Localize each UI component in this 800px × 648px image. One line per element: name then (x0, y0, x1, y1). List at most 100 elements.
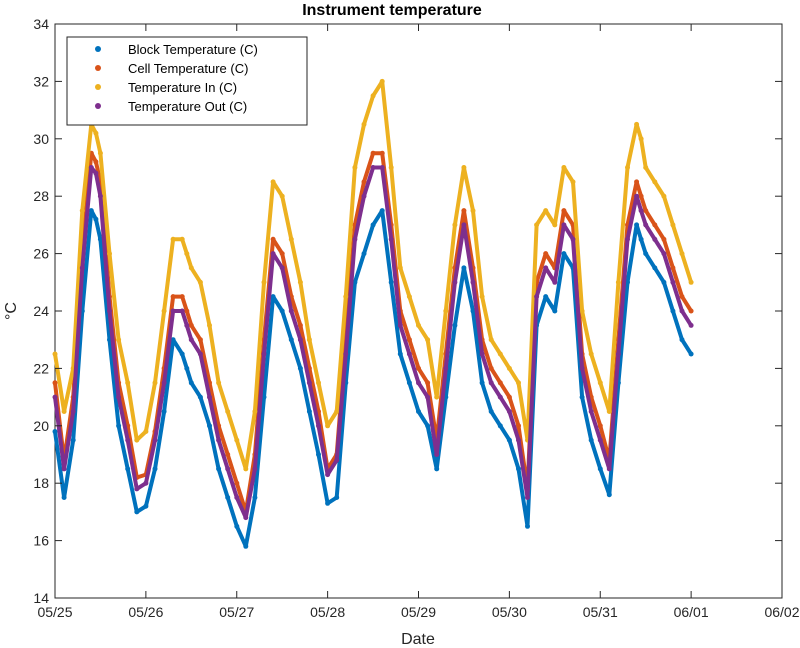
data-point (606, 492, 612, 498)
data-point (652, 179, 658, 185)
data-point (506, 409, 512, 414)
data-point (638, 236, 644, 242)
data-point (516, 466, 521, 472)
legend-label: Block Temperature (C) (128, 42, 258, 57)
data-point (479, 380, 485, 386)
legend-marker (95, 103, 101, 109)
data-point (316, 423, 321, 429)
data-point (534, 222, 540, 228)
data-point (143, 480, 149, 486)
data-point (97, 236, 103, 242)
data-point (625, 236, 630, 242)
y-tick-label: 28 (33, 188, 49, 204)
data-point (470, 279, 476, 285)
data-point (516, 423, 521, 429)
data-point (652, 236, 658, 242)
data-point (270, 294, 276, 300)
data-point (325, 472, 331, 478)
data-point (615, 351, 621, 357)
data-point (443, 365, 449, 371)
data-point (452, 222, 458, 228)
data-point (679, 251, 685, 257)
legend-marker (95, 46, 101, 52)
data-point (470, 308, 476, 314)
data-point (134, 486, 140, 492)
data-point (606, 409, 612, 414)
data-point (634, 222, 640, 228)
data-point (561, 208, 567, 214)
data-point (334, 409, 340, 414)
data-point (452, 322, 458, 328)
series-4 (52, 165, 694, 521)
y-tick-label: 16 (33, 533, 49, 549)
data-point (588, 351, 594, 357)
data-point (297, 337, 303, 343)
data-point (561, 165, 567, 170)
data-point (397, 322, 403, 328)
data-point (634, 179, 640, 185)
chart-title: Instrument temperature (302, 2, 482, 19)
data-point (379, 165, 385, 170)
legend-marker (95, 65, 101, 71)
data-point (534, 294, 540, 300)
data-point (543, 265, 549, 271)
data-point (184, 308, 190, 314)
data-point (670, 308, 676, 314)
data-point (216, 466, 222, 472)
data-point (379, 208, 385, 214)
data-point (588, 437, 594, 443)
data-point (243, 515, 249, 521)
data-point (170, 308, 176, 314)
data-point (188, 337, 194, 343)
data-point (288, 337, 294, 343)
data-point (334, 457, 340, 463)
data-point (179, 294, 185, 300)
y-tick-label: 32 (33, 73, 49, 89)
data-point (688, 322, 694, 328)
data-point (570, 179, 576, 185)
data-point (397, 265, 403, 271)
data-point (506, 365, 512, 371)
data-point (406, 337, 412, 343)
data-point (270, 179, 276, 185)
data-point (184, 322, 190, 328)
data-point (661, 236, 667, 242)
data-point (70, 437, 76, 443)
data-point (597, 466, 603, 472)
data-point (234, 480, 240, 486)
data-point (207, 394, 212, 400)
data-point (297, 279, 303, 285)
data-point (197, 279, 203, 285)
data-point (116, 337, 122, 343)
data-point (125, 437, 131, 443)
data-point (443, 308, 449, 314)
data-point (225, 409, 231, 414)
data-point (597, 380, 603, 386)
data-point (579, 365, 585, 371)
series-3 (52, 78, 694, 472)
data-point (638, 208, 644, 214)
data-point (370, 222, 376, 228)
data-point (143, 503, 149, 509)
data-point (479, 294, 485, 300)
data-point (488, 380, 494, 386)
data-point (306, 337, 312, 343)
data-point (370, 93, 376, 99)
data-point (370, 150, 376, 156)
data-point (125, 380, 131, 386)
legend-marker (95, 84, 101, 90)
data-point (470, 208, 476, 214)
data-point (388, 236, 394, 242)
data-point (93, 130, 99, 136)
data-point (634, 193, 640, 199)
data-point (670, 222, 676, 228)
data-point (52, 394, 58, 400)
data-point (652, 265, 658, 271)
data-point (161, 380, 167, 386)
data-point (406, 351, 412, 357)
data-point (688, 279, 694, 285)
data-point (316, 380, 321, 386)
data-point (606, 466, 612, 472)
data-point (316, 452, 321, 457)
